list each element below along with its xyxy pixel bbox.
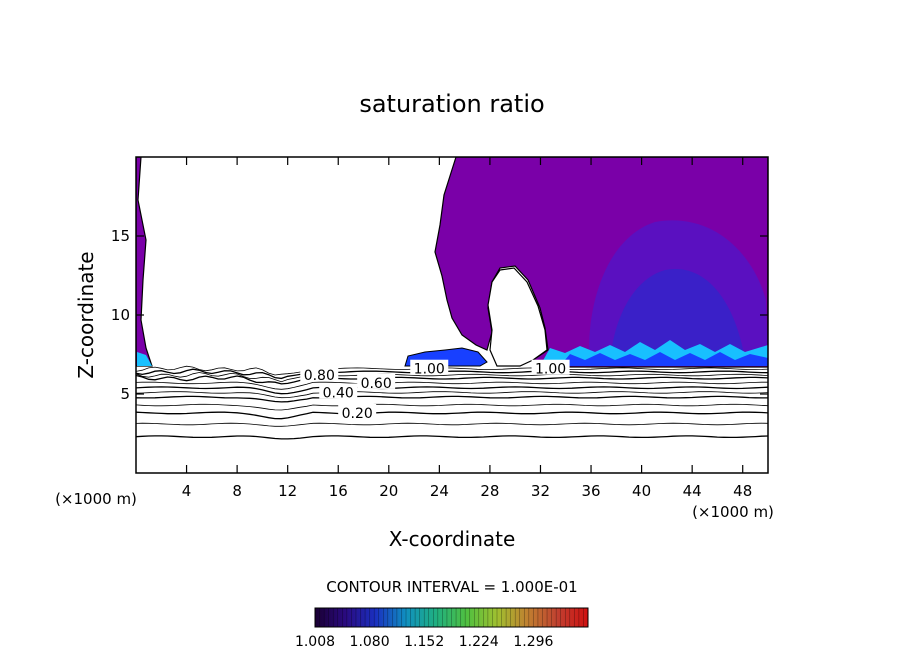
blue-band-left xyxy=(137,352,152,366)
updraft-hole xyxy=(487,267,548,367)
x-tick-label: 48 xyxy=(733,482,752,500)
x-tick-label: 20 xyxy=(379,482,398,500)
contour-label-bg xyxy=(531,359,570,375)
x-tick-label: 28 xyxy=(480,482,499,500)
contour-label-bg xyxy=(357,373,396,389)
contour-line xyxy=(136,395,768,403)
contour-label: 1.00 xyxy=(535,362,566,378)
contour-line xyxy=(136,386,768,395)
contour-label-bg xyxy=(410,359,449,375)
blue-speckles-right xyxy=(560,352,768,366)
contour-label: 0.20 xyxy=(342,406,373,422)
x-unit-left: (×1000 m) xyxy=(55,490,137,508)
contour-label: 0.60 xyxy=(361,376,392,392)
x-tick-label: 8 xyxy=(232,482,242,500)
contour-line xyxy=(136,435,768,440)
contour-line xyxy=(136,391,768,399)
contour-label: 0.80 xyxy=(304,368,335,384)
contour-line xyxy=(136,368,768,380)
contour-label-bg xyxy=(319,383,358,399)
deep-core-region xyxy=(610,268,745,365)
contour-lines: 0.20 0.40 0.60 0.80 1.00 1.00 xyxy=(136,359,768,440)
contour-line xyxy=(136,374,768,385)
colorbar-tick-label: 1.152 xyxy=(404,634,444,650)
contour-line xyxy=(136,422,768,427)
x-tick-label: 24 xyxy=(430,482,449,500)
contour-label-bg xyxy=(338,403,377,419)
y-tick-label: 5 xyxy=(120,385,130,403)
y-tick-label: 15 xyxy=(111,227,130,245)
chart-title: saturation ratio xyxy=(359,90,544,118)
contour-interval-label: CONTOUR INTERVAL = 1.000E-01 xyxy=(326,578,577,596)
y-axis-label: Z-coordinate xyxy=(74,251,98,378)
x-tick-label: 4 xyxy=(182,482,192,500)
x-axis-ticks: 4 8 12 16 20 24 28 32 36 40 44 48 xyxy=(182,157,752,500)
colorbar-frame xyxy=(314,607,589,628)
colorbar-tick-label: 1.296 xyxy=(513,634,553,650)
x-tick-label: 32 xyxy=(531,482,550,500)
x-tick-label: 44 xyxy=(683,482,702,500)
y-axis-ticks: 5 10 15 xyxy=(111,227,768,403)
left-strip xyxy=(136,157,153,367)
colorbar-tick-label: 1.080 xyxy=(350,634,390,650)
y-tick-label: 10 xyxy=(111,306,130,324)
supersaturation-fills xyxy=(136,157,768,368)
contour-label: 1.00 xyxy=(414,362,445,378)
colorbar xyxy=(314,607,589,628)
contour-label-bg xyxy=(300,366,339,382)
x-unit-right: (×1000 m) xyxy=(692,503,774,521)
contour-line xyxy=(136,411,768,420)
x-tick-label: 40 xyxy=(632,482,651,500)
colorbar-tick-label: 1.224 xyxy=(459,634,499,650)
x-axis-label: X-coordinate xyxy=(389,527,516,551)
colorbar-ticks: 1.008 1.080 1.152 1.224 1.296 xyxy=(295,634,554,650)
contour-line xyxy=(136,403,768,411)
x-tick-label: 36 xyxy=(581,482,600,500)
x-tick-label: 16 xyxy=(329,482,348,500)
contour-line xyxy=(136,365,768,376)
x-tick-label: 12 xyxy=(278,482,297,500)
plot-area: 0.200.400.600.80 1.00 1.00 4 8 12 16 20 24 28 32 3… xyxy=(111,156,769,500)
contour-line xyxy=(136,372,768,383)
contour-label: 0.40 xyxy=(323,385,354,401)
colorbar-tick-label: 1.008 xyxy=(295,634,335,650)
contour-line xyxy=(136,381,768,390)
